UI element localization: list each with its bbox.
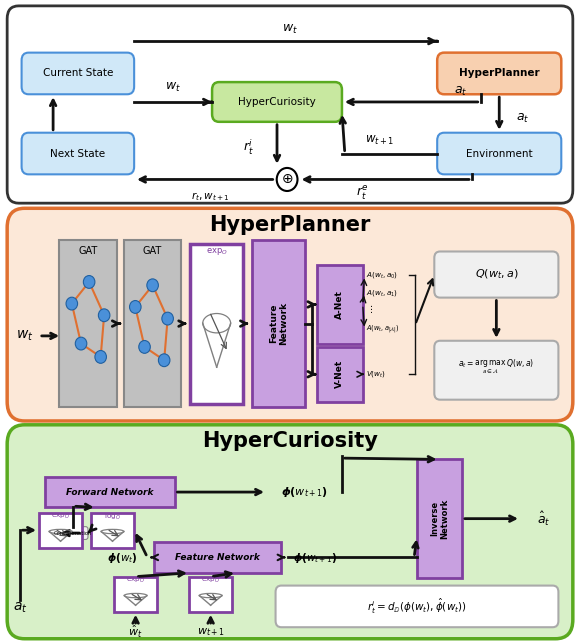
Text: $A(w_t,a_{|\mathcal{A}|})$: $A(w_t,a_{|\mathcal{A}|})$ xyxy=(365,323,399,336)
Circle shape xyxy=(99,309,110,321)
Text: $\boldsymbol{\phi(w_{t+1})}$: $\boldsymbol{\phi(w_{t+1})}$ xyxy=(293,550,337,565)
Text: $\boldsymbol{r_t, w_{t+1}}$: $\boldsymbol{r_t, w_{t+1}}$ xyxy=(191,190,230,202)
Text: Inverse
Network: Inverse Network xyxy=(430,498,449,539)
Text: Next State: Next State xyxy=(50,149,106,158)
Text: $a_t = \underset{a \in \mathcal{A}}{\arg\max}\,Q(w,a)$: $a_t = \underset{a \in \mathcal{A}}{\arg… xyxy=(458,358,535,376)
Text: GAT: GAT xyxy=(78,245,97,256)
Text: $\log_O$: $\log_O$ xyxy=(104,512,121,522)
Text: $\boldsymbol{w_t}$: $\boldsymbol{w_t}$ xyxy=(282,23,298,36)
FancyBboxPatch shape xyxy=(124,240,182,407)
Circle shape xyxy=(147,279,158,292)
FancyBboxPatch shape xyxy=(58,527,88,540)
FancyBboxPatch shape xyxy=(91,513,134,548)
Text: $\boldsymbol{a_t}$: $\boldsymbol{a_t}$ xyxy=(516,112,529,125)
FancyBboxPatch shape xyxy=(21,53,134,94)
FancyBboxPatch shape xyxy=(317,346,362,402)
Text: $A(w_t,a_1)$: $A(w_t,a_1)$ xyxy=(365,288,398,298)
Text: $\exp_O$: $\exp_O$ xyxy=(206,247,227,258)
FancyBboxPatch shape xyxy=(59,240,117,407)
FancyBboxPatch shape xyxy=(7,208,573,421)
FancyBboxPatch shape xyxy=(189,576,232,612)
Text: Concatenation: Concatenation xyxy=(54,531,92,536)
Circle shape xyxy=(129,301,141,314)
Text: HyperPlanner: HyperPlanner xyxy=(459,68,539,79)
Text: Feature Network: Feature Network xyxy=(175,553,260,562)
Text: $r_t^i = d_{\mathbb{D}}(\phi(w_t), \hat{\phi}(w_t))$: $r_t^i = d_{\mathbb{D}}(\phi(w_t), \hat{… xyxy=(367,597,467,616)
Circle shape xyxy=(66,297,78,310)
FancyBboxPatch shape xyxy=(212,82,342,122)
FancyBboxPatch shape xyxy=(437,133,561,175)
FancyBboxPatch shape xyxy=(417,459,462,578)
Text: Current State: Current State xyxy=(43,68,113,79)
Text: $\exp_O$: $\exp_O$ xyxy=(126,576,145,585)
Text: HyperPlanner: HyperPlanner xyxy=(209,215,371,235)
FancyBboxPatch shape xyxy=(45,477,175,507)
Text: $A(w_t,a_0)$: $A(w_t,a_0)$ xyxy=(365,270,398,281)
FancyBboxPatch shape xyxy=(276,585,559,627)
FancyBboxPatch shape xyxy=(39,513,82,548)
Text: $\boldsymbol{\phi(w_t)}$: $\boldsymbol{\phi(w_t)}$ xyxy=(107,550,138,565)
FancyBboxPatch shape xyxy=(7,6,573,203)
Text: $\boldsymbol{w_{t+1}}$: $\boldsymbol{w_{t+1}}$ xyxy=(197,627,224,638)
Circle shape xyxy=(84,276,95,289)
Text: $\boldsymbol{w_{t+1}}$: $\boldsymbol{w_{t+1}}$ xyxy=(365,134,394,147)
Text: $\boldsymbol{r_t^i}$: $\boldsymbol{r_t^i}$ xyxy=(243,138,253,157)
Text: HyperCuriosity: HyperCuriosity xyxy=(202,431,378,451)
Text: HyperCuriosity: HyperCuriosity xyxy=(238,97,316,107)
Circle shape xyxy=(162,312,173,325)
Text: $V(w_t)$: $V(w_t)$ xyxy=(365,369,386,379)
Text: $\boldsymbol{a_t}$: $\boldsymbol{a_t}$ xyxy=(13,601,27,615)
Text: Feature
Network: Feature Network xyxy=(269,302,288,345)
Text: $\exp_O$: $\exp_O$ xyxy=(51,512,70,522)
Text: $\oplus$: $\oplus$ xyxy=(281,172,293,186)
Text: $Q(w_t, a)$: $Q(w_t, a)$ xyxy=(474,268,518,281)
Text: $\boldsymbol{a_t}$: $\boldsymbol{a_t}$ xyxy=(454,85,467,99)
Text: $\vdots$: $\vdots$ xyxy=(365,303,372,315)
Text: $\exp_O$: $\exp_O$ xyxy=(201,576,220,585)
Text: $\boldsymbol{\phi(w_{t+1})}$: $\boldsymbol{\phi(w_{t+1})}$ xyxy=(281,485,328,499)
FancyBboxPatch shape xyxy=(114,576,157,612)
Text: $\boldsymbol{\hat{a}_t}$: $\boldsymbol{\hat{a}_t}$ xyxy=(537,509,551,527)
FancyBboxPatch shape xyxy=(190,243,243,404)
Circle shape xyxy=(95,350,107,363)
Text: A-Net: A-Net xyxy=(335,290,344,319)
Text: Forward Network: Forward Network xyxy=(66,488,153,497)
Circle shape xyxy=(75,337,87,350)
Text: Environment: Environment xyxy=(466,149,532,158)
Text: GAT: GAT xyxy=(143,245,162,256)
Text: V-Net: V-Net xyxy=(335,360,344,388)
Text: $\boldsymbol{r_t^e}$: $\boldsymbol{r_t^e}$ xyxy=(356,185,368,202)
FancyBboxPatch shape xyxy=(21,133,134,175)
FancyBboxPatch shape xyxy=(7,425,573,639)
Text: $\boldsymbol{w_t}$: $\boldsymbol{w_t}$ xyxy=(165,81,181,95)
Circle shape xyxy=(158,354,170,366)
FancyBboxPatch shape xyxy=(434,252,559,298)
Circle shape xyxy=(277,168,298,191)
FancyBboxPatch shape xyxy=(437,53,561,94)
Circle shape xyxy=(139,341,150,354)
FancyBboxPatch shape xyxy=(434,341,559,400)
Text: $\boldsymbol{w_t}$: $\boldsymbol{w_t}$ xyxy=(16,328,33,343)
FancyBboxPatch shape xyxy=(154,542,281,573)
Text: $\boldsymbol{\hat{w}_t}$: $\boldsymbol{\hat{w}_t}$ xyxy=(128,624,143,640)
FancyBboxPatch shape xyxy=(317,265,362,344)
FancyBboxPatch shape xyxy=(252,240,305,407)
